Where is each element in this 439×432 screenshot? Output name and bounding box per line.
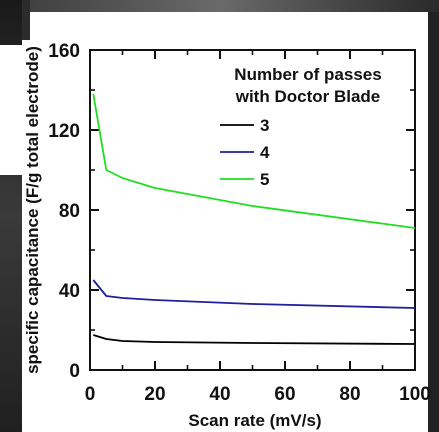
series-line-4 (92, 279, 416, 309)
tick-marks (89, 49, 416, 371)
x-tick-label: 80 (339, 384, 360, 405)
y-tick-label: 0 (69, 361, 80, 382)
series-lines (92, 93, 416, 345)
x-axis-label: Scan rate (mV/s) (188, 411, 321, 430)
top-left-photo-patch (22, 0, 30, 40)
left-white-patch (0, 45, 40, 175)
x-tick-label: 40 (209, 384, 230, 405)
series-line-5 (92, 93, 416, 229)
x-tick-label: 60 (274, 384, 295, 405)
y-axis-label: specific capacitance (F/g total electrod… (23, 46, 42, 374)
legend: Number of passes with Doctor Blade 3 4 5 (220, 65, 382, 189)
y-tick-label: 120 (48, 121, 80, 142)
y-tick-label: 80 (59, 201, 80, 222)
x-tick-label: 0 (85, 384, 96, 405)
x-tick-label: 20 (144, 384, 165, 405)
legend-title-line: Number of passes (234, 65, 381, 84)
legend-label-5: 5 (260, 170, 269, 189)
right-photo-strip (428, 12, 439, 432)
x-tick-label: 100 (399, 384, 431, 405)
tick-labels: 0 20 40 60 80 100 0 40 80 120 160 (48, 41, 431, 405)
legend-title-line: with Doctor Blade (235, 87, 381, 106)
y-tick-label: 40 (59, 281, 80, 302)
legend-label-3: 3 (260, 116, 269, 135)
y-tick-label: 160 (48, 41, 80, 62)
top-photo-strip (0, 0, 439, 12)
legend-label-4: 4 (260, 143, 270, 162)
series-line-3 (93, 334, 416, 345)
